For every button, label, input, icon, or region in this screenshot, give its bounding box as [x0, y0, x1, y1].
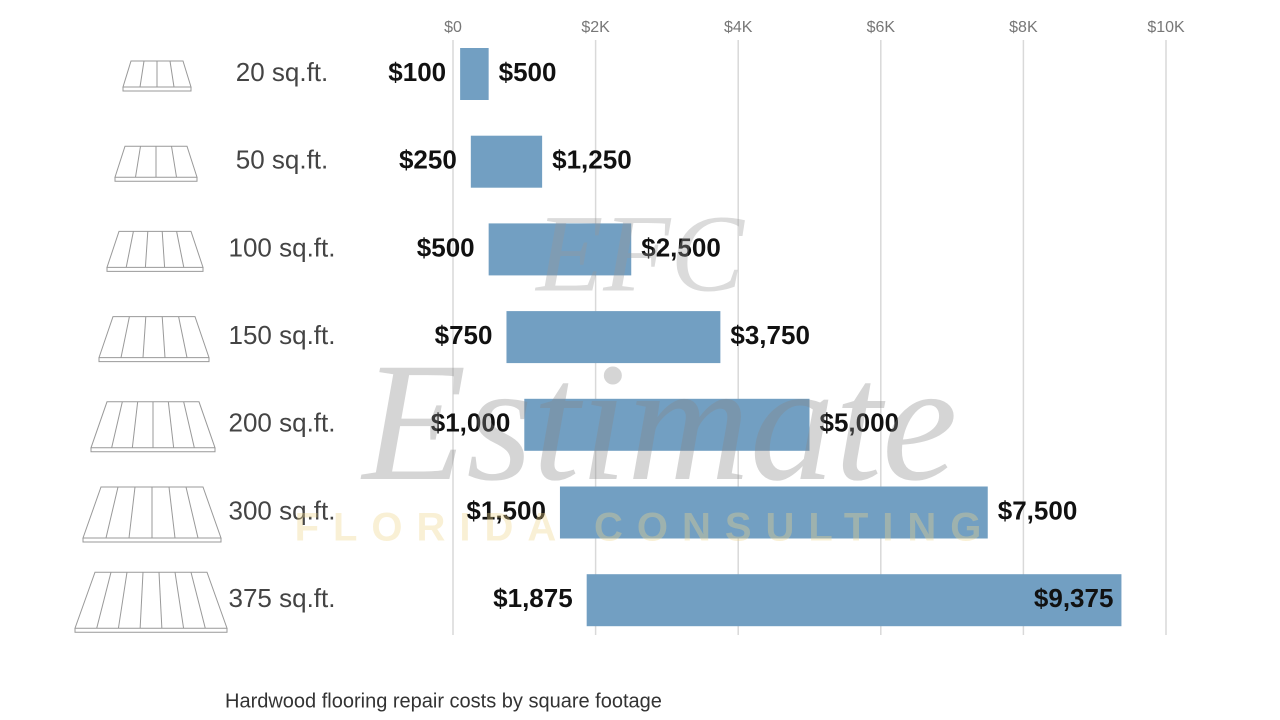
floor-plank [135, 146, 141, 178]
chart-title: Hardwood flooring repair costs by square… [225, 690, 662, 712]
floor-plank [178, 316, 188, 358]
x-tick-label: $2K [581, 19, 610, 36]
bar [470, 135, 543, 188]
floor-plank [139, 572, 144, 629]
value-label: $3,750 [730, 320, 810, 350]
value-label: $1,000 [431, 408, 511, 438]
bar [586, 574, 1122, 627]
floor-plank [183, 401, 195, 448]
floor-plank [174, 572, 185, 629]
floor-plank [105, 486, 119, 539]
floor-icon [106, 230, 204, 272]
value-label: $1,250 [552, 145, 632, 175]
floor-plank [144, 231, 149, 268]
watermark-logo: EFC [534, 192, 745, 314]
floor-plank [117, 572, 128, 629]
floor-plank [169, 60, 175, 88]
floor-plank [111, 401, 123, 448]
x-tick-label: $6K [867, 19, 896, 36]
floor-plank [190, 572, 206, 629]
floor-plank [168, 486, 176, 539]
floor-outline [114, 145, 198, 182]
category-label: 50 sq.ft. [236, 145, 329, 175]
value-label: $7,500 [998, 495, 1078, 525]
value-label: $5,000 [820, 408, 900, 438]
floor-icon [114, 145, 198, 182]
value-label: $500 [417, 232, 475, 262]
floor-icon [98, 316, 210, 363]
floor-plank [161, 316, 166, 358]
floor-plank [176, 231, 185, 268]
floor-icon [82, 486, 222, 543]
category-label: 200 sq.ft. [229, 408, 336, 438]
floor-outline [74, 571, 228, 633]
category-label: 150 sq.ft. [229, 320, 336, 350]
value-label: $2,500 [641, 232, 721, 262]
floor-icon [74, 571, 228, 633]
x-tick-label: $8K [1009, 19, 1038, 36]
floor-plank [171, 146, 177, 178]
value-label: $500 [499, 57, 557, 87]
bar [460, 48, 489, 100]
x-tick-label: $4K [724, 19, 753, 36]
value-label: $1,875 [493, 583, 573, 613]
floor-plank [131, 401, 139, 448]
x-tick-label: $10K [1147, 19, 1185, 36]
value-label: $1,500 [466, 495, 546, 525]
category-label: 100 sq.ft. [229, 232, 336, 262]
floor-plank [161, 231, 166, 268]
floor-outline [122, 60, 192, 92]
value-label: $100 [388, 57, 446, 87]
floor-plank [142, 316, 147, 358]
bar [488, 223, 632, 276]
floor-plank [96, 572, 112, 629]
value-label: $750 [435, 320, 493, 350]
floor-plank [120, 316, 130, 358]
category-label: 375 sq.ft. [229, 583, 336, 613]
floor-plank [139, 60, 145, 88]
floor-icon [90, 401, 216, 453]
floor-plank [125, 231, 134, 268]
category-label: 300 sq.ft. [229, 495, 336, 525]
bar [524, 398, 810, 451]
floor-plank [158, 572, 163, 629]
value-label: $250 [399, 145, 457, 175]
floor-outline [98, 316, 210, 363]
x-tick-label: $0 [444, 19, 462, 36]
bar [559, 486, 988, 539]
watermark-tagline: FLORIDA CONSULTING [295, 506, 996, 550]
value-label: $9,375 [1034, 583, 1114, 613]
floor-plank [167, 401, 175, 448]
watermark-name: Estimate [361, 328, 958, 516]
floor-plank [128, 486, 136, 539]
floor-icon [122, 60, 192, 92]
floor-plank [185, 486, 199, 539]
category-label: 20 sq.ft. [236, 57, 329, 87]
bar [506, 311, 721, 364]
floor-outline [106, 230, 204, 272]
